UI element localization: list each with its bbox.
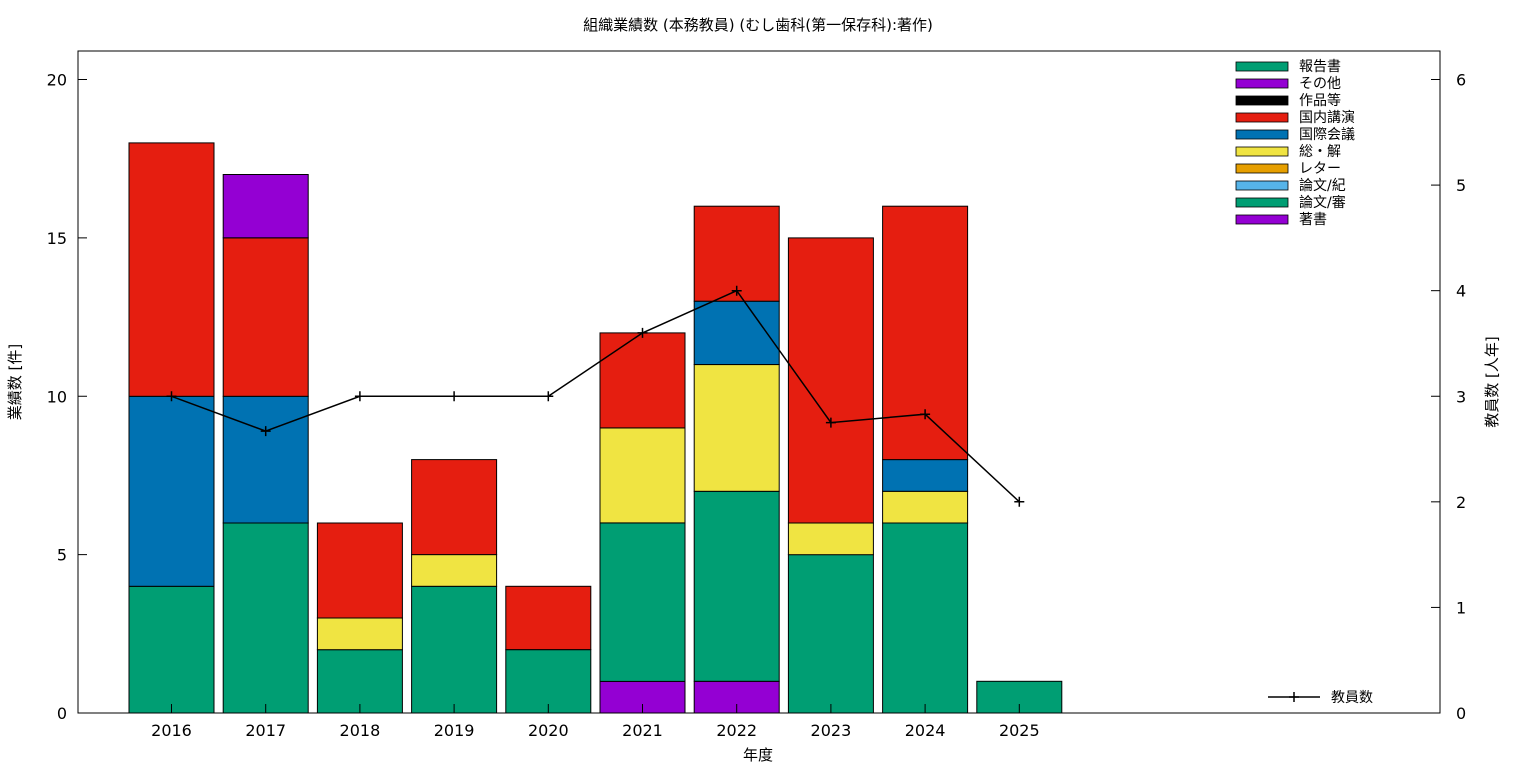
- teacher-count-line: [171, 289, 1020, 503]
- y2-tick-label: 1: [1456, 598, 1466, 617]
- bar-segment: [128, 585, 215, 714]
- legend-swatch: [1235, 78, 1289, 89]
- legend-label: レター: [1299, 161, 1341, 177]
- y2-tick-label: 0: [1456, 704, 1466, 723]
- x-tick-label: 2021: [622, 721, 663, 740]
- x-tick-label: 2017: [245, 721, 286, 740]
- legend-label: 国際会議: [1299, 126, 1355, 143]
- bar-segment: [882, 490, 969, 524]
- bar-segment: [411, 554, 498, 587]
- legend-swatch: [1235, 129, 1289, 140]
- bar-segment: [882, 459, 969, 492]
- y-tick-label: 15: [47, 229, 67, 248]
- y-tick-label: 5: [57, 546, 67, 565]
- legend-label: 報告書: [1299, 59, 1341, 75]
- y2-axis-label: 教員数 [人年]: [1483, 336, 1501, 427]
- axes-layer: 0 5 10 15 20 0 1 2 3 4 5 6 2016 2017 2018 2019 2020 2021 2…: [47, 71, 1467, 740]
- bar-segment: [411, 585, 498, 714]
- legend-swatch: [1235, 214, 1289, 225]
- bar-segment: [222, 174, 309, 239]
- bar-segment: [316, 522, 403, 619]
- chart-title: 組織業績数 (本務教員) (むし歯科(第一保存科):著作): [583, 16, 933, 34]
- legend-label: 論文/審: [1299, 195, 1346, 211]
- legend-label: 国内講演: [1299, 110, 1355, 126]
- y2-tick-label: 5: [1456, 176, 1466, 195]
- legend-swatch: [1235, 163, 1289, 174]
- teacher-count-point: [637, 327, 648, 338]
- bar-segment: [222, 522, 309, 714]
- bar-segment: [599, 332, 686, 429]
- x-tick-label: 2018: [340, 721, 381, 740]
- y2-tick-label: 3: [1456, 387, 1466, 406]
- bar-segment: [222, 237, 309, 397]
- teacher-count-point: [166, 391, 177, 402]
- bar-segment: [128, 142, 215, 397]
- line-legend-label: 教員数: [1331, 690, 1373, 706]
- bar-segment: [787, 237, 874, 524]
- legend-swatch: [1235, 197, 1289, 208]
- teacher-count-point: [354, 391, 365, 402]
- teacher-count-point: [449, 391, 460, 402]
- y2-tick-label: 2: [1456, 493, 1466, 512]
- bar-segment: [505, 585, 592, 651]
- teacher-count-point: [1014, 496, 1025, 507]
- teacher-count-point: [731, 285, 742, 296]
- teacher-count-point: [260, 426, 271, 437]
- y-tick-label: 20: [47, 71, 67, 90]
- x-tick-label: 2020: [528, 721, 569, 740]
- y-axis-label: 業績数 [件]: [6, 344, 24, 420]
- bar-segment: [316, 649, 403, 714]
- legend-swatch: [1235, 180, 1289, 191]
- bar-segment: [411, 459, 498, 556]
- bar-segment: [787, 522, 874, 556]
- bar-segment: [693, 490, 780, 682]
- line-legend-marker: [1289, 692, 1299, 702]
- legend-swatch: [1235, 61, 1289, 72]
- teacher-count-point: [920, 409, 931, 420]
- bar-segment: [693, 205, 780, 302]
- bar-segment: [599, 427, 686, 524]
- teacher-count-point: [543, 391, 554, 402]
- bar-segment: [599, 522, 686, 682]
- legend-label: 総・解: [1299, 144, 1341, 160]
- bar-segment: [882, 522, 969, 714]
- bar-segment: [505, 649, 592, 714]
- legend-swatch: [1235, 95, 1289, 106]
- bars-layer: [128, 142, 1063, 714]
- x-tick-label: 2023: [811, 721, 852, 740]
- legend-label: 作品等: [1299, 92, 1341, 109]
- bar-segment: [693, 364, 780, 492]
- x-tick-label: 2019: [434, 721, 475, 740]
- x-tick-label: 2025: [999, 721, 1040, 740]
- x-tick-label: 2022: [716, 721, 757, 740]
- plot-frame: [77, 50, 1441, 714]
- y2-tick-label: 4: [1456, 282, 1466, 301]
- line-legend: 教員数: [1268, 690, 1373, 706]
- legend-label: 論文/紀: [1299, 178, 1346, 194]
- bar-segment: [222, 395, 309, 524]
- x-axis-label: 年度: [743, 746, 773, 764]
- teacher-count-point: [825, 417, 836, 428]
- line-layer: [166, 285, 1025, 507]
- bar-segment: [787, 554, 874, 714]
- x-tick-label: 2016: [151, 721, 192, 740]
- legend-label: 著書: [1299, 212, 1327, 228]
- bar-segment: [128, 395, 215, 587]
- legend-swatch: [1235, 146, 1289, 157]
- legend-swatch: [1235, 112, 1289, 123]
- bar-segment: [882, 205, 969, 461]
- legend-label: その他: [1299, 76, 1341, 92]
- bar-segment: [316, 617, 403, 651]
- x-tick-label: 2024: [905, 721, 946, 740]
- y2-tick-label: 6: [1456, 71, 1466, 90]
- y-tick-label: 10: [47, 387, 67, 406]
- y-tick-label: 0: [57, 704, 67, 723]
